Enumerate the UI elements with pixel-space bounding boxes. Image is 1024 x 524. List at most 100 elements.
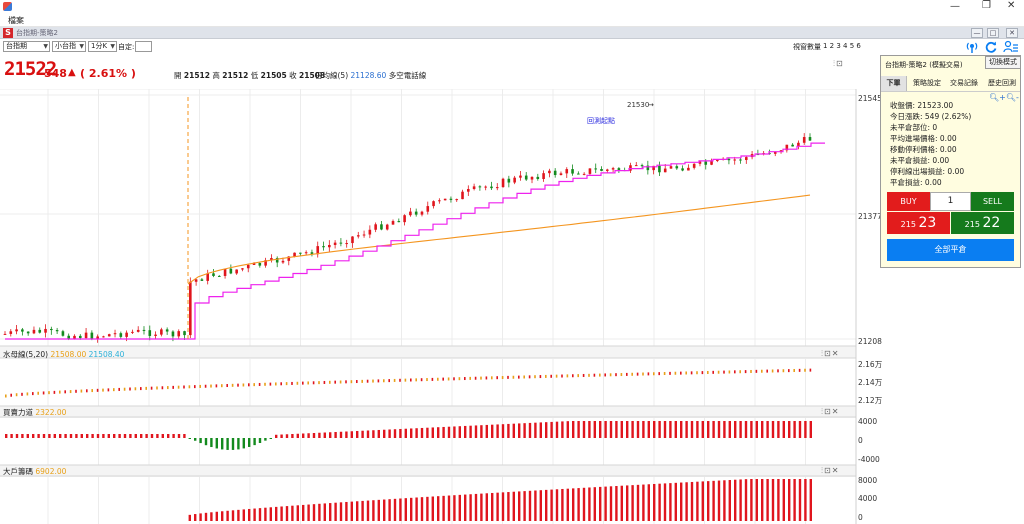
sub2-bar xyxy=(404,428,407,438)
period-select[interactable]: 1分K ▼ xyxy=(88,41,117,52)
sub1-bar xyxy=(221,384,223,388)
sub1-bar xyxy=(215,384,218,388)
buy-price-button[interactable]: 215 23 xyxy=(887,212,950,234)
sub2-bar xyxy=(237,438,240,450)
sub2-bar xyxy=(550,421,553,438)
sub1-bar xyxy=(393,378,396,382)
tab-trade-records[interactable]: 交易記錄 xyxy=(946,76,982,91)
contract-select[interactable]: 小台指 ▼ xyxy=(52,41,86,52)
sub2-tool-icons[interactable]: ⫶⊡✕ xyxy=(821,407,840,416)
sub3-bar xyxy=(469,494,472,521)
sub1-bar xyxy=(545,374,547,378)
sub1-bar xyxy=(696,371,698,375)
main-chart-tool-icons[interactable]: ⫶⊡ xyxy=(833,59,844,68)
candle-body xyxy=(501,178,505,188)
sub2-bar xyxy=(663,421,667,438)
candle-body xyxy=(524,175,528,180)
sub3-bar xyxy=(674,482,677,521)
custom-period-input[interactable] xyxy=(135,41,152,52)
switch-mode-button[interactable]: 切換模式 xyxy=(985,56,1021,69)
candle-body xyxy=(739,159,742,161)
sub3-bar xyxy=(626,485,629,521)
sub2-bar xyxy=(150,434,154,438)
sub2-bar xyxy=(658,421,661,438)
tab-order[interactable]: 下單 xyxy=(881,76,907,91)
sub1-tool-icons[interactable]: ⫶⊡✕ xyxy=(821,349,840,358)
sub2-bar xyxy=(199,438,202,444)
candle-body xyxy=(183,331,186,336)
ma-value: 21128.60 xyxy=(350,71,387,80)
user-list-icon[interactable] xyxy=(1003,40,1019,54)
sub3-bar xyxy=(696,481,699,521)
sub2-bar xyxy=(604,421,607,438)
minimize-button[interactable]: — xyxy=(950,1,960,12)
sub3-bar xyxy=(447,495,451,521)
sub2-bar xyxy=(80,434,83,438)
candle-body xyxy=(692,163,696,168)
sub2-bar xyxy=(480,425,483,438)
candle-body xyxy=(275,258,279,263)
sub2-bar xyxy=(42,434,46,438)
candle-body xyxy=(310,252,314,255)
tab-strategy-settings[interactable]: 策略設定 xyxy=(909,76,945,91)
sub2-bar xyxy=(69,434,73,438)
sub2-bar xyxy=(318,432,321,438)
maximize-button[interactable]: ❐ xyxy=(982,0,991,11)
price-chart[interactable] xyxy=(0,89,880,524)
candle-body xyxy=(687,167,690,171)
chart-maximize-button[interactable]: □ xyxy=(987,28,999,38)
zoom-icons[interactable]: 🔍︎+🔍︎- xyxy=(989,93,1019,102)
sub3-bar xyxy=(620,485,623,521)
tab-trade-records-label: 交易記錄 xyxy=(950,79,978,87)
sub3-bar xyxy=(642,484,645,521)
chart-window-title: 台指期-策略2 xyxy=(16,29,58,37)
chart-window-logo-icon: S xyxy=(3,28,13,38)
candle-body xyxy=(507,178,511,183)
info-avg-entry: 平均進場價格: 0.00 xyxy=(890,134,957,143)
sub2-bar xyxy=(307,433,310,438)
sub1-bar xyxy=(620,373,623,377)
buy-label: BUY xyxy=(900,197,917,206)
ma-label: 日均線(5) xyxy=(315,71,349,80)
refresh-icon[interactable] xyxy=(984,40,998,54)
sub1-bar xyxy=(361,379,363,383)
sub3-bar xyxy=(550,489,553,521)
symbol-select[interactable]: 台指期 ▼ xyxy=(3,41,50,52)
sub3-tool-icons[interactable]: ⫶⊡✕ xyxy=(821,466,840,475)
candle-body xyxy=(455,199,459,201)
chart-close-button[interactable]: ✕ xyxy=(1006,28,1018,38)
sub1-bar xyxy=(474,376,477,380)
sub1-bar xyxy=(329,380,331,384)
close-value: 21508 xyxy=(299,71,326,80)
tab-backtest-history[interactable]: 歷史回測 xyxy=(983,76,1021,91)
sub2-bar xyxy=(653,421,656,438)
menu-file[interactable]: 檔案 xyxy=(8,16,24,25)
buy-button[interactable]: BUY xyxy=(887,192,930,211)
candle-body xyxy=(438,200,441,202)
view-count-options[interactable]: 1 2 3 4 5 6 xyxy=(823,42,861,50)
sub3-bar xyxy=(739,479,742,521)
close-all-button[interactable]: 全部平倉 xyxy=(887,239,1014,261)
sub3-bar xyxy=(631,485,634,521)
sub1-bar xyxy=(458,377,461,381)
chart-minimize-button[interactable]: — xyxy=(971,28,983,38)
sub2-bar xyxy=(717,421,721,438)
close-window-button[interactable]: ✕ xyxy=(1007,0,1016,11)
sub3-bar xyxy=(377,499,380,521)
candle-body xyxy=(802,137,806,143)
candle-body xyxy=(542,173,545,180)
sub2-bar xyxy=(302,433,305,438)
signal-icon[interactable] xyxy=(965,40,979,54)
quantity-input[interactable]: 1 xyxy=(930,192,971,211)
sell-price-button[interactable]: 215 22 xyxy=(951,212,1014,234)
open-label: 開 xyxy=(174,71,182,80)
sub1-bar xyxy=(318,381,320,385)
sub3-bar xyxy=(361,500,364,521)
candle-body xyxy=(385,224,389,230)
candle-body xyxy=(675,166,679,169)
sell-button[interactable]: SELL xyxy=(971,192,1014,211)
candle-body xyxy=(374,224,377,230)
sub1-bar xyxy=(707,370,709,374)
low-label: 低 xyxy=(250,71,259,80)
sub2-bar xyxy=(507,423,510,438)
